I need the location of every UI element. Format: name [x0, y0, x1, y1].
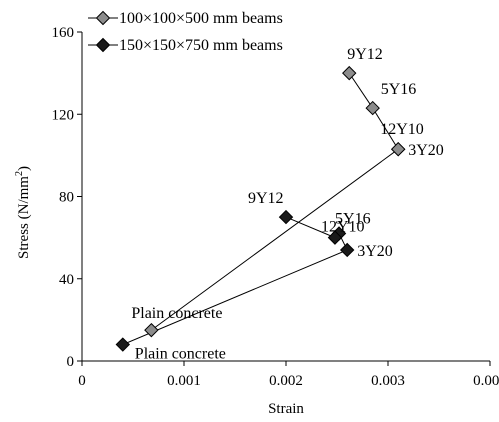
legend-marker-large-beams: [95, 37, 111, 53]
data-label-2: 9Y12: [248, 190, 284, 207]
y-tick-label: 0: [67, 354, 75, 370]
data-point-2: [115, 337, 131, 352]
legend-label-small-beams: 100×100×500 mm beams: [119, 10, 283, 27]
y-tick-label: 80: [59, 190, 74, 206]
series-markers: [115, 65, 406, 352]
legend: 100×100×500 mm beams 150×150×750 mm beam…: [88, 10, 283, 54]
y-axis-label-main: Stress (N/mm: [16, 176, 32, 259]
data-label-1: 5Y16: [381, 81, 417, 98]
data-point-2: [327, 230, 343, 245]
x-axis-label: Strain: [268, 401, 304, 417]
series-line-1: [151, 72, 399, 331]
y-tick-label: 120: [52, 107, 75, 123]
data-label-1: Plain concrete: [131, 305, 222, 322]
legend-label-large-beams: 150×150×750 mm beams: [119, 37, 283, 54]
y-tick-label: 160: [52, 25, 75, 41]
data-label-2: 12Y10: [321, 219, 365, 236]
x-tick-label: 0: [78, 373, 86, 389]
data-label-2: 5Y16: [335, 211, 371, 228]
legend-marker-small-beams: [95, 10, 111, 26]
x-ticks: 0 0.001 0.002 0.003 0.004: [78, 361, 499, 389]
data-label-1: 12Y10: [380, 121, 424, 138]
y-tick-label: 40: [59, 272, 74, 288]
y-ticks: 0 40 80 120 160: [52, 25, 82, 370]
legend-item-small-beams: 100×100×500 mm beams: [88, 10, 283, 27]
data-label-2: 3Y20: [357, 243, 393, 260]
series-lines: [122, 72, 399, 346]
y-axis-label-superscript: 2: [14, 171, 25, 176]
y-axis-label: Stress (N/mm2): [14, 166, 32, 259]
data-label-1: 9Y12: [347, 46, 383, 63]
x-tick-label: 0.004: [473, 373, 499, 389]
data-point-1: [342, 65, 357, 81]
data-point-1: [390, 141, 406, 157]
legend-item-large-beams: 150×150×750 mm beams: [88, 37, 283, 54]
y-axis-label-suffix: ): [16, 166, 32, 171]
data-point-2: [278, 209, 294, 225]
x-tick-label: 0.003: [371, 373, 405, 389]
x-tick-label: 0.001: [167, 373, 201, 389]
data-point-2: [339, 242, 355, 258]
data-point-1: [365, 100, 380, 116]
series-line-2: [122, 216, 348, 346]
data-point-1: [144, 322, 159, 338]
data-label-2: Plain concrete: [135, 346, 226, 363]
data-label-1: 3Y20: [408, 142, 444, 159]
x-tick-label: 0.002: [269, 373, 303, 389]
